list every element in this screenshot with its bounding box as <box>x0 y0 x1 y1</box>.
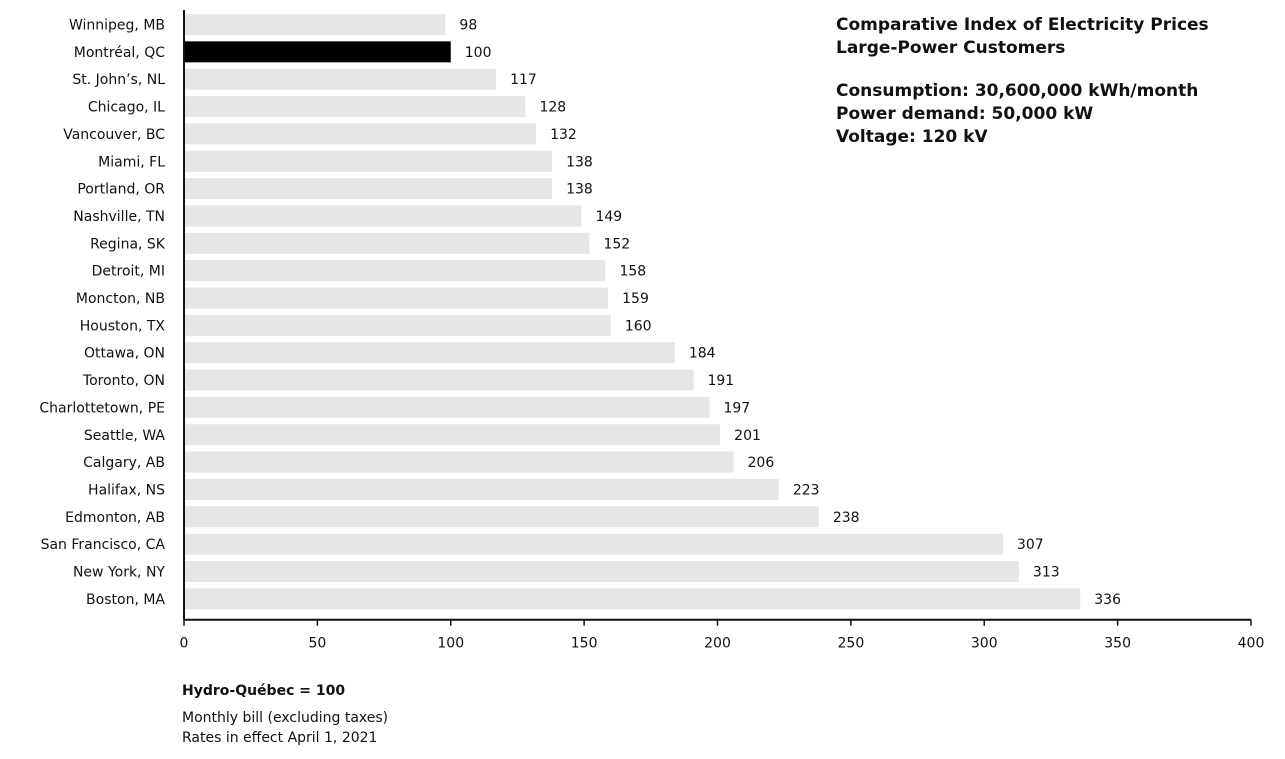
x-tick-label: 200 <box>704 636 731 652</box>
category-label: Seattle, WA <box>84 428 166 444</box>
value-label: 158 <box>619 264 646 280</box>
spec-voltage: Voltage: 120 kV <box>836 127 988 147</box>
bar <box>184 41 451 63</box>
x-tick-label: 250 <box>838 636 865 652</box>
bar-chart: Winnipeg, MB 98 Montréal, QC 100 St. John’s,… <box>39 10 1265 652</box>
category-label: Detroit, MI <box>92 264 165 280</box>
bar <box>184 451 734 473</box>
bar <box>184 533 1003 555</box>
category-label: Toronto, ON <box>82 373 165 389</box>
category-label: Vancouver, BC <box>63 127 165 143</box>
chart-subtitle: Large-Power Customers <box>836 38 1066 58</box>
x-tick-label: 150 <box>571 636 598 652</box>
value-label: 152 <box>603 236 630 252</box>
value-label: 206 <box>748 455 775 471</box>
x-tick-label: 100 <box>437 636 464 652</box>
category-label: Boston, MA <box>86 592 165 608</box>
bar <box>184 506 819 528</box>
spec-power-demand: Power demand: 50,000 kW <box>836 104 1094 124</box>
category-label: Portland, OR <box>77 182 165 198</box>
bar <box>184 232 590 254</box>
chart-notes: Hydro-Québec = 100 Monthly bill (excludi… <box>182 683 388 748</box>
bar <box>184 588 1081 610</box>
value-label: 132 <box>550 127 577 143</box>
bar <box>184 150 553 172</box>
x-tick-label: 300 <box>971 636 998 652</box>
x-tick-label: 0 <box>180 636 189 652</box>
value-label: 117 <box>510 72 537 88</box>
category-label: Winnipeg, MB <box>69 18 165 34</box>
category-label: Houston, TX <box>80 318 166 334</box>
bar <box>184 478 779 500</box>
value-label: 197 <box>723 400 750 416</box>
value-label: 307 <box>1017 537 1044 553</box>
x-tick-label: 50 <box>308 636 326 652</box>
category-label: Chicago, IL <box>88 100 165 116</box>
value-label: 159 <box>622 291 649 307</box>
spec-consumption: Consumption: 30,600,000 kWh/month <box>836 81 1199 101</box>
bar <box>184 14 446 35</box>
category-label: New York, NY <box>73 565 165 581</box>
bar <box>184 68 497 90</box>
category-label: Calgary, AB <box>83 455 165 471</box>
value-label: 223 <box>793 482 820 498</box>
chart-title: Comparative Index of Electricity Prices <box>836 15 1209 35</box>
value-label: 149 <box>595 209 622 225</box>
value-label: 98 <box>459 18 477 34</box>
bar <box>184 342 675 364</box>
category-label: San Francisco, CA <box>41 537 166 553</box>
bar <box>184 369 694 391</box>
x-tick-label: 350 <box>1104 636 1131 652</box>
reference-note: Hydro-Québec = 100 <box>182 683 346 699</box>
bar <box>184 123 537 145</box>
category-label: St. John’s, NL <box>72 72 165 88</box>
note-rates-date: Rates in effect April 1, 2021 <box>182 730 378 746</box>
bar <box>184 314 611 336</box>
category-label: Regina, SK <box>90 236 166 252</box>
category-label: Halifax, NS <box>88 482 165 498</box>
bar <box>184 287 609 309</box>
value-label: 201 <box>734 428 761 444</box>
value-label: 128 <box>539 100 566 116</box>
bar <box>184 396 710 418</box>
bar <box>184 205 582 227</box>
category-label: Ottawa, ON <box>84 346 165 362</box>
category-label: Miami, FL <box>98 154 165 170</box>
bar <box>184 260 606 282</box>
value-label: 238 <box>833 510 860 526</box>
value-label: 313 <box>1033 565 1060 581</box>
chart-title-block: Comparative Index of Electricity Prices … <box>836 14 1209 149</box>
value-label: 191 <box>707 373 734 389</box>
bar <box>184 424 721 446</box>
bar <box>184 96 526 118</box>
category-label: Edmonton, AB <box>65 510 165 526</box>
value-label: 336 <box>1094 592 1121 608</box>
value-label: 100 <box>465 45 492 61</box>
category-label: Charlottetown, PE <box>39 400 165 416</box>
note-monthly-bill: Monthly bill (excluding taxes) <box>182 710 389 726</box>
category-label: Moncton, NB <box>76 291 165 307</box>
value-label: 184 <box>689 346 716 362</box>
category-label: Nashville, TN <box>73 209 165 225</box>
value-label: 138 <box>566 154 593 170</box>
bar <box>184 561 1019 582</box>
bar <box>184 178 553 200</box>
value-label: 138 <box>566 182 593 198</box>
value-label: 160 <box>625 318 652 334</box>
category-label: Montréal, QC <box>74 45 165 61</box>
x-tick-label: 400 <box>1238 636 1265 652</box>
